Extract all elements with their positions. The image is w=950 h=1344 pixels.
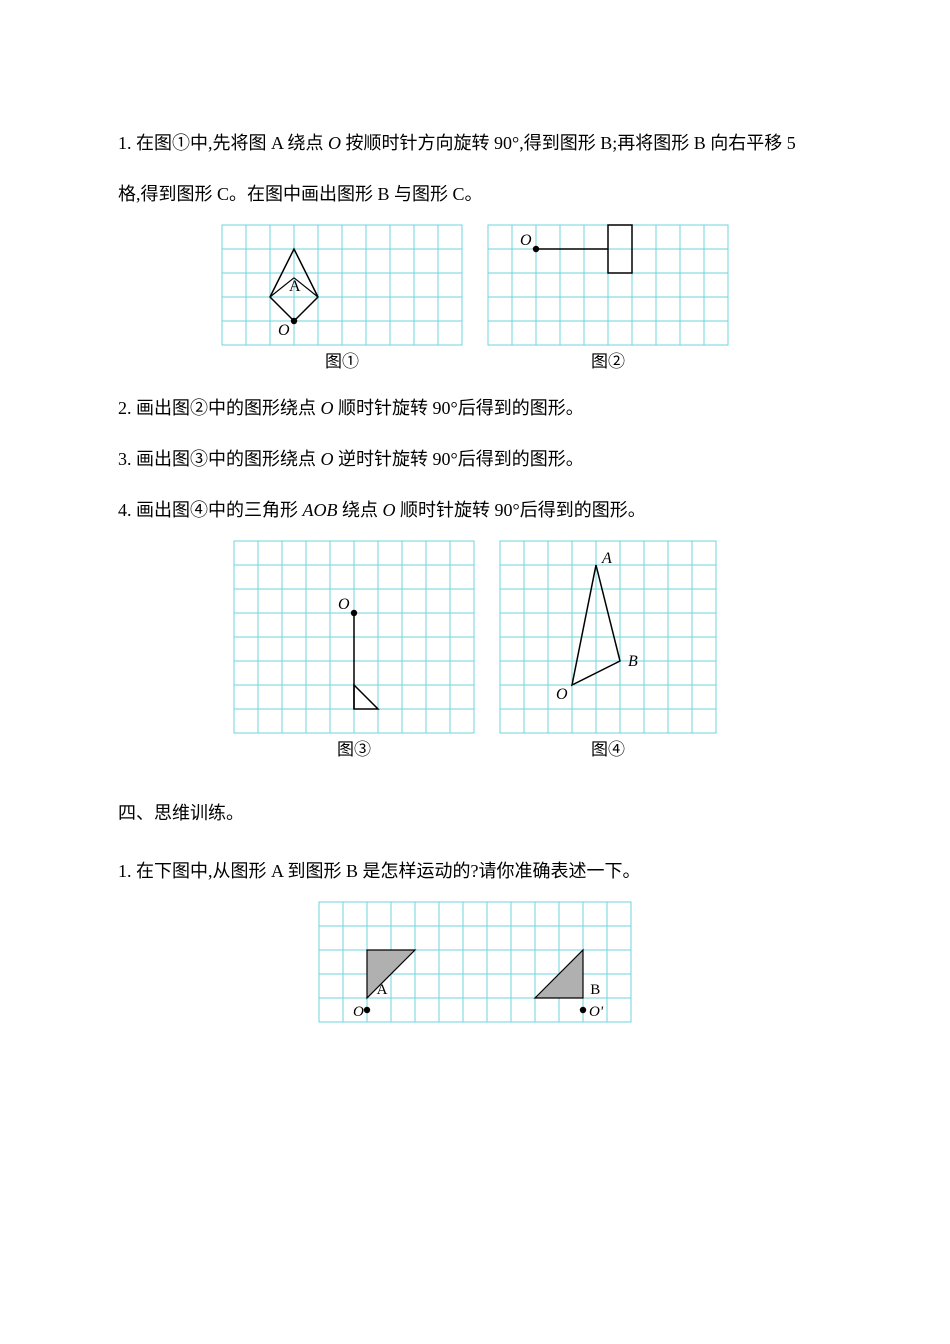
fig3-col: O 图③ [233,540,475,762]
svg-text:O': O' [589,1004,604,1020]
q3-b: 逆时针旋转 90°后得到的图形。 [338,449,584,469]
q4-AOB: AOB [303,500,343,520]
fig5-col: A B O O' [318,901,632,1023]
svg-text:A: A [601,550,612,567]
q3-a: 3. 画出图③中的图形绕点 [118,449,321,469]
q4-O: O [383,500,401,520]
fig1-caption: 图① [325,350,359,374]
svg-text:O: O [520,232,532,249]
fig4-col: A B O 图④ [499,540,717,762]
row-fig5: A B O O' [118,901,832,1023]
row-fig1-fig2: AO 图① O 图② [118,224,832,374]
q2-O: O [321,398,339,418]
svg-text:B: B [590,982,600,998]
q3-O: O [321,449,339,469]
svg-text:A: A [377,982,388,998]
row-fig3-fig4: O 图③ A B O 图④ [118,540,832,762]
section4-title: 四、思维训练。 [118,790,832,837]
q1-O: O [328,133,346,153]
fig2-svg: O [487,224,729,346]
fig1-svg: AO [221,224,463,346]
q4-1-text: 1. 在下图中,从图形 A 到图形 B 是怎样运动的?请你准确表述一下。 [118,848,832,895]
q4-text: 4. 画出图④中的三角形 AOB 绕点 O 顺时针旋转 90°后得到的图形。 [118,487,832,534]
svg-text:O: O [338,596,350,613]
fig4-svg: A B O [499,540,717,734]
q2-b: 顺时针旋转 90°后得到的图形。 [338,398,584,418]
svg-text:O: O [556,686,568,703]
fig3-caption: 图③ [337,738,371,762]
q2-text: 2. 画出图②中的图形绕点 O 顺时针旋转 90°后得到的图形。 [118,385,832,432]
svg-text:B: B [628,653,638,670]
q1-line2: 格,得到图形 C。在图中画出图形 B 与图形 C。 [118,171,832,218]
svg-text:O: O [278,322,290,339]
fig2-col: O 图② [487,224,729,374]
q3-text: 3. 画出图③中的图形绕点 O 逆时针旋转 90°后得到的图形。 [118,436,832,483]
q1-text: 1. 在图①中,先将图 A 绕点 O 按顺时针方向旋转 90°,得到图形 B;再… [118,120,832,167]
q1-line1a: 1. 在图①中,先将图 A 绕点 [118,133,328,153]
fig1-col: AO 图① [221,224,463,374]
q2-a: 2. 画出图②中的图形绕点 [118,398,321,418]
page-root: 1. 在图①中,先将图 A 绕点 O 按顺时针方向旋转 90°,得到图形 B;再… [0,0,950,1235]
fig5-svg: A B O O' [318,901,632,1023]
q4-b: 顺时针旋转 90°后得到的图形。 [400,500,646,520]
svg-text:A: A [289,278,301,295]
q1-line1b: 按顺时针方向旋转 90°,得到图形 B;再将图形 B 向右平移 5 [346,133,796,153]
q4-a: 4. 画出图④中的三角形 [118,500,303,520]
fig2-caption: 图② [591,350,625,374]
svg-text:O: O [353,1004,364,1020]
q4-mid: 绕点 [342,500,383,520]
fig4-caption: 图④ [591,738,625,762]
fig3-svg: O [233,540,475,734]
